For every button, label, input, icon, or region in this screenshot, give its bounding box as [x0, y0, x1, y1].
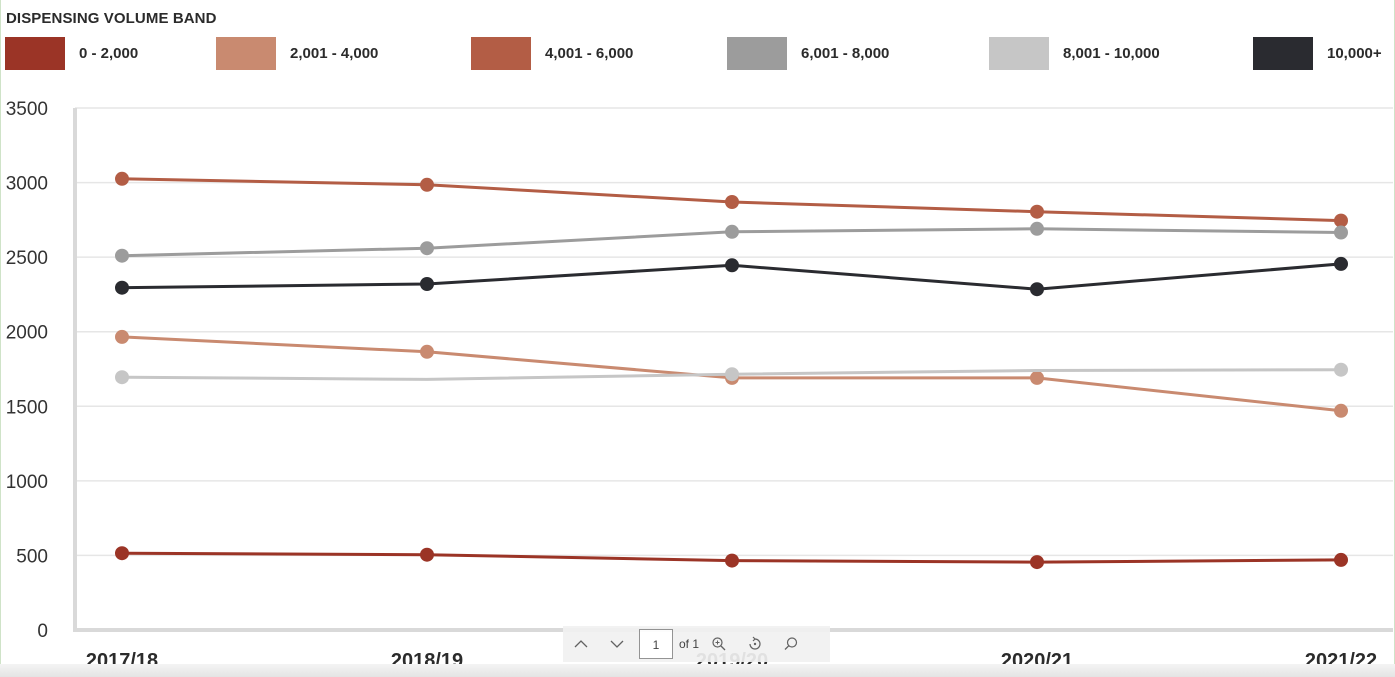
legend-item-6001-8000[interactable]: 6,001 - 8,000 — [727, 37, 889, 70]
data-point-8-001-10-000 — [725, 367, 739, 382]
legend-item-8001-10000[interactable]: 8,001 - 10,000 — [989, 37, 1160, 70]
legend-label: 4,001 - 6,000 — [545, 45, 634, 62]
legend-swatch — [216, 37, 276, 70]
legend-label: 6,001 - 8,000 — [801, 45, 890, 62]
search-button[interactable] — [773, 626, 809, 662]
data-point-2-001-4-000 — [1334, 403, 1348, 418]
rotate-icon — [749, 636, 761, 650]
data-point-4-001-6-000 — [1334, 213, 1348, 228]
legend-item-0-2000[interactable]: 0 - 2,000 — [5, 37, 138, 70]
data-point-4-001-6-000 — [115, 171, 129, 186]
y-tick-label: 0 — [37, 621, 48, 642]
zoom-in-icon — [712, 637, 726, 651]
chevron-up-icon — [574, 640, 588, 648]
y-tick-label: 3500 — [6, 99, 48, 120]
data-point-6-001-8-000 — [115, 248, 129, 263]
data-point-10-000- — [420, 277, 434, 291]
data-point-2-001-4-000 — [1030, 370, 1044, 385]
legend-item-2001-4000[interactable]: 2,001 - 4,000 — [216, 37, 378, 70]
data-point-10-000- — [1334, 256, 1348, 271]
data-point-10-000- — [115, 280, 129, 295]
data-point-10-000- — [1030, 282, 1044, 297]
legend-title: DISPENSING VOLUME BAND — [6, 10, 217, 27]
data-point-2-001-4-000 — [115, 329, 129, 344]
data-point-2-001-4-000 — [420, 344, 434, 359]
data-point-4-001-6-000 — [1030, 204, 1044, 219]
data-point-0-2-000 — [1334, 552, 1348, 567]
bottom-edge — [0, 664, 1395, 677]
data-point-10-000- — [725, 258, 739, 273]
viewer-toolbar: 1 of 1 — [563, 626, 830, 662]
legend-swatch — [727, 37, 787, 70]
y-tick-label: 1500 — [6, 397, 48, 418]
y-tick-label: 2000 — [6, 323, 48, 344]
rotate-button[interactable] — [737, 626, 773, 662]
search-icon — [784, 637, 798, 650]
y-tick-label: 500 — [16, 546, 48, 567]
data-point-6-001-8-000 — [420, 241, 434, 256]
y-tick-label: 1000 — [6, 472, 48, 493]
data-point-6-001-8-000 — [1334, 225, 1348, 240]
gridlines — [75, 107, 1393, 557]
page-up-button[interactable] — [563, 626, 599, 662]
legend-item-10000-plus[interactable]: 10,000+ — [1253, 37, 1382, 70]
page-count: of 1 — [679, 637, 700, 651]
legend-label: 8,001 - 10,000 — [1063, 45, 1160, 62]
legend-swatch — [989, 37, 1049, 70]
page-down-button[interactable] — [599, 626, 635, 662]
legend-label: 0 - 2,000 — [79, 45, 139, 62]
legend-swatch — [1253, 37, 1313, 70]
data-point-0-2-000 — [420, 547, 434, 562]
y-tick-label: 3000 — [6, 174, 48, 195]
page-number-input[interactable]: 1 — [639, 629, 673, 659]
chevron-down-icon — [610, 640, 624, 648]
data-point-8-001-10-000 — [1334, 362, 1348, 377]
legend-swatch — [471, 37, 531, 70]
y-tick-label: 2500 — [6, 248, 48, 269]
y-axis: 0 500 1000 1500 2000 2500 3000 3500 — [6, 99, 77, 642]
data-point-0-2-000 — [115, 546, 129, 561]
data-point-8-001-10-000 — [115, 370, 129, 385]
series-group — [115, 171, 1348, 570]
zoom-in-button[interactable] — [701, 626, 737, 662]
data-point-0-2-000 — [1030, 555, 1044, 570]
legend-item-4001-6000[interactable]: 4,001 - 6,000 — [471, 37, 633, 70]
data-point-4-001-6-000 — [420, 177, 434, 192]
legend-swatch — [5, 37, 65, 70]
data-point-0-2-000 — [725, 553, 739, 568]
legend-label: 2,001 - 4,000 — [290, 45, 379, 62]
data-point-6-001-8-000 — [1030, 221, 1044, 236]
legend-label: 10,000+ — [1327, 45, 1382, 62]
data-point-4-001-6-000 — [725, 195, 739, 209]
data-point-6-001-8-000 — [725, 224, 739, 239]
